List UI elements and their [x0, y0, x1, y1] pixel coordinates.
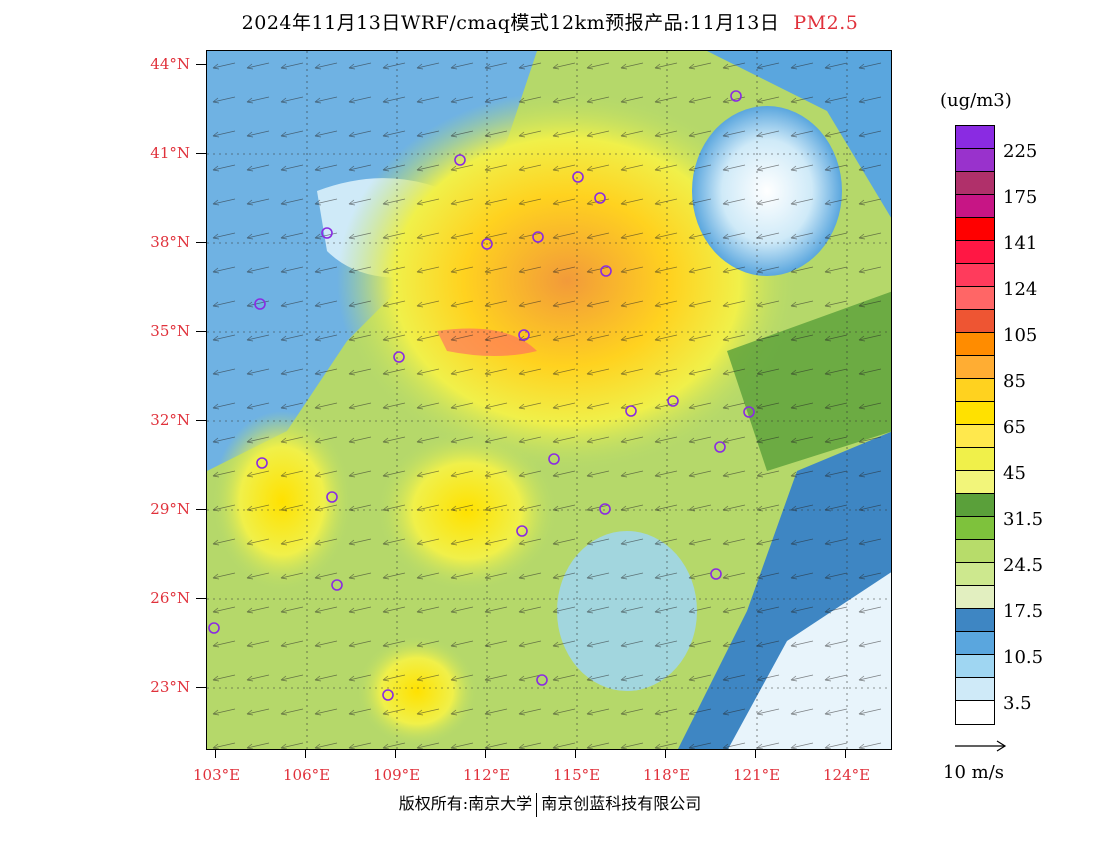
- colorbar-swatch: [956, 149, 994, 172]
- lat-label-38n: 38°N: [150, 233, 190, 251]
- lat-tick: [196, 64, 206, 65]
- lon-tick: [845, 750, 846, 758]
- colorbar-swatch: [956, 126, 994, 149]
- lat-tick: [196, 598, 206, 599]
- colorbar-swatch: [956, 425, 994, 448]
- lat-tick: [196, 509, 206, 510]
- lon-tick: [395, 750, 396, 758]
- wind-reference-label: 10 m/s: [943, 762, 1004, 783]
- lat-tick: [196, 153, 206, 154]
- lon-tick: [215, 750, 216, 758]
- colorbar-swatch: [956, 333, 994, 356]
- colorbar-swatch: [956, 494, 994, 517]
- lon-label-121e: 121°E: [733, 766, 781, 784]
- lon-label-118e: 118°E: [643, 766, 691, 784]
- colorbar-tick-31-5: 31.5: [1003, 509, 1044, 530]
- colorbar-swatch: [956, 287, 994, 310]
- colorbar-swatch: [956, 609, 994, 632]
- lat-label-29n: 29°N: [150, 500, 190, 518]
- colorbar-swatch: [956, 172, 994, 195]
- copyright-owner: 版权所有:南京大学: [398, 794, 533, 813]
- colorbar-tick-3-5: 3.5: [1003, 693, 1032, 714]
- colorbar-tick-124: 124: [1003, 279, 1038, 300]
- colorbar-swatch: [956, 655, 994, 678]
- colorbar-swatch: [956, 471, 994, 494]
- lat-label-41n: 41°N: [150, 144, 190, 162]
- colorbar-tick-17-5: 17.5: [1003, 601, 1044, 622]
- lat-label-26n: 26°N: [150, 589, 190, 607]
- lon-tick: [755, 750, 756, 758]
- lon-tick: [485, 750, 486, 758]
- colorbar-swatch: [956, 218, 994, 241]
- lon-tick: [665, 750, 666, 758]
- colorbar-tick-24-5: 24.5: [1003, 555, 1044, 576]
- colorbar-tick-45: 45: [1003, 463, 1026, 484]
- colorbar-tick-105: 105: [1003, 325, 1038, 346]
- lat-label-32n: 32°N: [150, 411, 190, 429]
- lat-tick: [196, 331, 206, 332]
- copyright-company: 南京创蓝科技有限公司: [541, 794, 702, 813]
- pm25-map: [206, 50, 892, 750]
- colorbar-tick-225: 225: [1003, 141, 1038, 162]
- lon-label-109e: 109°E: [373, 766, 421, 784]
- colorbar-swatch: [956, 195, 994, 218]
- colorbar-swatch: [956, 310, 994, 333]
- colorbar-swatch: [956, 448, 994, 471]
- colorbar-swatch: [956, 563, 994, 586]
- map-title: 2024年11月13日WRF/cmaq模式12km预报产品:11月13日 PM2.…: [0, 8, 1100, 35]
- pm25-map-canvas: [207, 51, 891, 749]
- colorbar-tick-10-5: 10.5: [1003, 647, 1044, 668]
- lon-label-106e: 106°E: [283, 766, 331, 784]
- lat-tick: [196, 687, 206, 688]
- colorbar-swatch: [956, 402, 994, 425]
- lon-label-112e: 112°E: [463, 766, 511, 784]
- colorbar-swatch: [956, 517, 994, 540]
- lon-label-115e: 115°E: [553, 766, 601, 784]
- lat-tick: [196, 242, 206, 243]
- title-main: 2024年11月13日WRF/cmaq模式12km预报产品:11月13日: [241, 12, 780, 34]
- colorbar-swatch: [956, 632, 994, 655]
- footer-divider: [536, 792, 538, 817]
- colorbar-swatch: [956, 264, 994, 287]
- colorbar: [955, 125, 995, 725]
- lat-label-23n: 23°N: [150, 678, 190, 696]
- wind-reference-arrow-icon: [955, 740, 1007, 752]
- colorbar-swatch: [956, 586, 994, 609]
- lon-label-103e: 103°E: [193, 766, 241, 784]
- colorbar-swatch: [956, 540, 994, 563]
- title-variable: PM2.5: [793, 12, 859, 34]
- colorbar-swatch: [956, 678, 994, 701]
- lat-label-44n: 44°N: [150, 55, 190, 73]
- colorbar-tick-141: 141: [1003, 233, 1038, 254]
- colorbar-swatch: [956, 241, 994, 264]
- lon-label-124e: 124°E: [823, 766, 871, 784]
- colorbar-tick-65: 65: [1003, 417, 1026, 438]
- lon-tick: [575, 750, 576, 758]
- colorbar-tick-85: 85: [1003, 371, 1026, 392]
- colorbar-unit: (ug/m3): [940, 90, 1012, 111]
- colorbar-tick-175: 175: [1003, 187, 1038, 208]
- colorbar-swatch: [956, 379, 994, 402]
- colorbar-swatch: [956, 701, 994, 724]
- lat-label-35n: 35°N: [150, 322, 190, 340]
- copyright-footer: 版权所有:南京大学 南京创蓝科技有限公司: [0, 790, 1100, 817]
- lat-tick: [196, 420, 206, 421]
- colorbar-swatch: [956, 356, 994, 379]
- lon-tick: [305, 750, 306, 758]
